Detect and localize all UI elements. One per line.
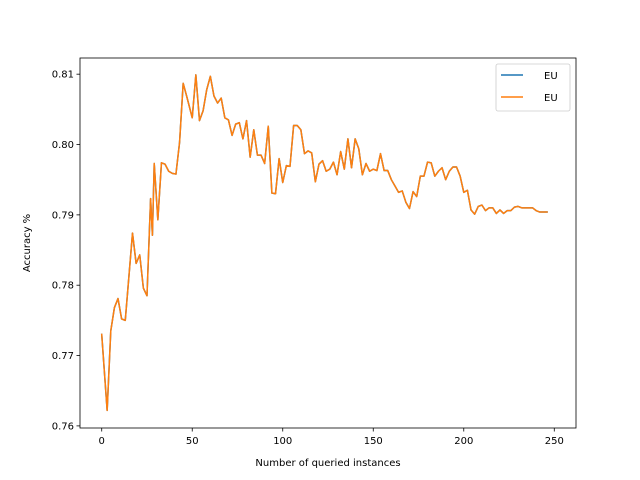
x-axis-label: Number of queried instances [255,458,400,469]
x-tick-label: 200 [454,436,473,447]
y-tick-label: 0.77 [52,351,74,362]
axes-frame [79,57,577,429]
y-tick-label: 0.78 [52,281,74,292]
x-tick-label: 250 [545,436,564,447]
y-tick-label: 0.80 [52,140,74,151]
y-tick-label: 0.79 [52,210,74,221]
legend: EU EU [495,63,571,112]
x-tick-label: 50 [186,436,199,447]
y-tick-label: 0.76 [52,421,74,432]
y-axis: 0.76 0.77 0.78 0.79 0.80 0.81 [52,70,80,432]
series-line-2 [100,74,548,412]
x-tick-label: 100 [273,436,292,447]
legend-label-series-1: EU [544,71,558,82]
x-tick-label: 0 [99,436,105,447]
plot-area [100,74,548,412]
legend-box [495,63,571,112]
x-axis: 0 50 100 150 200 250 [99,428,564,447]
x-tick-label: 150 [364,436,383,447]
y-axis-label: Accuracy % [22,214,33,272]
legend-label-series-2: EU [544,93,558,104]
y-tick-label: 0.81 [52,70,74,81]
